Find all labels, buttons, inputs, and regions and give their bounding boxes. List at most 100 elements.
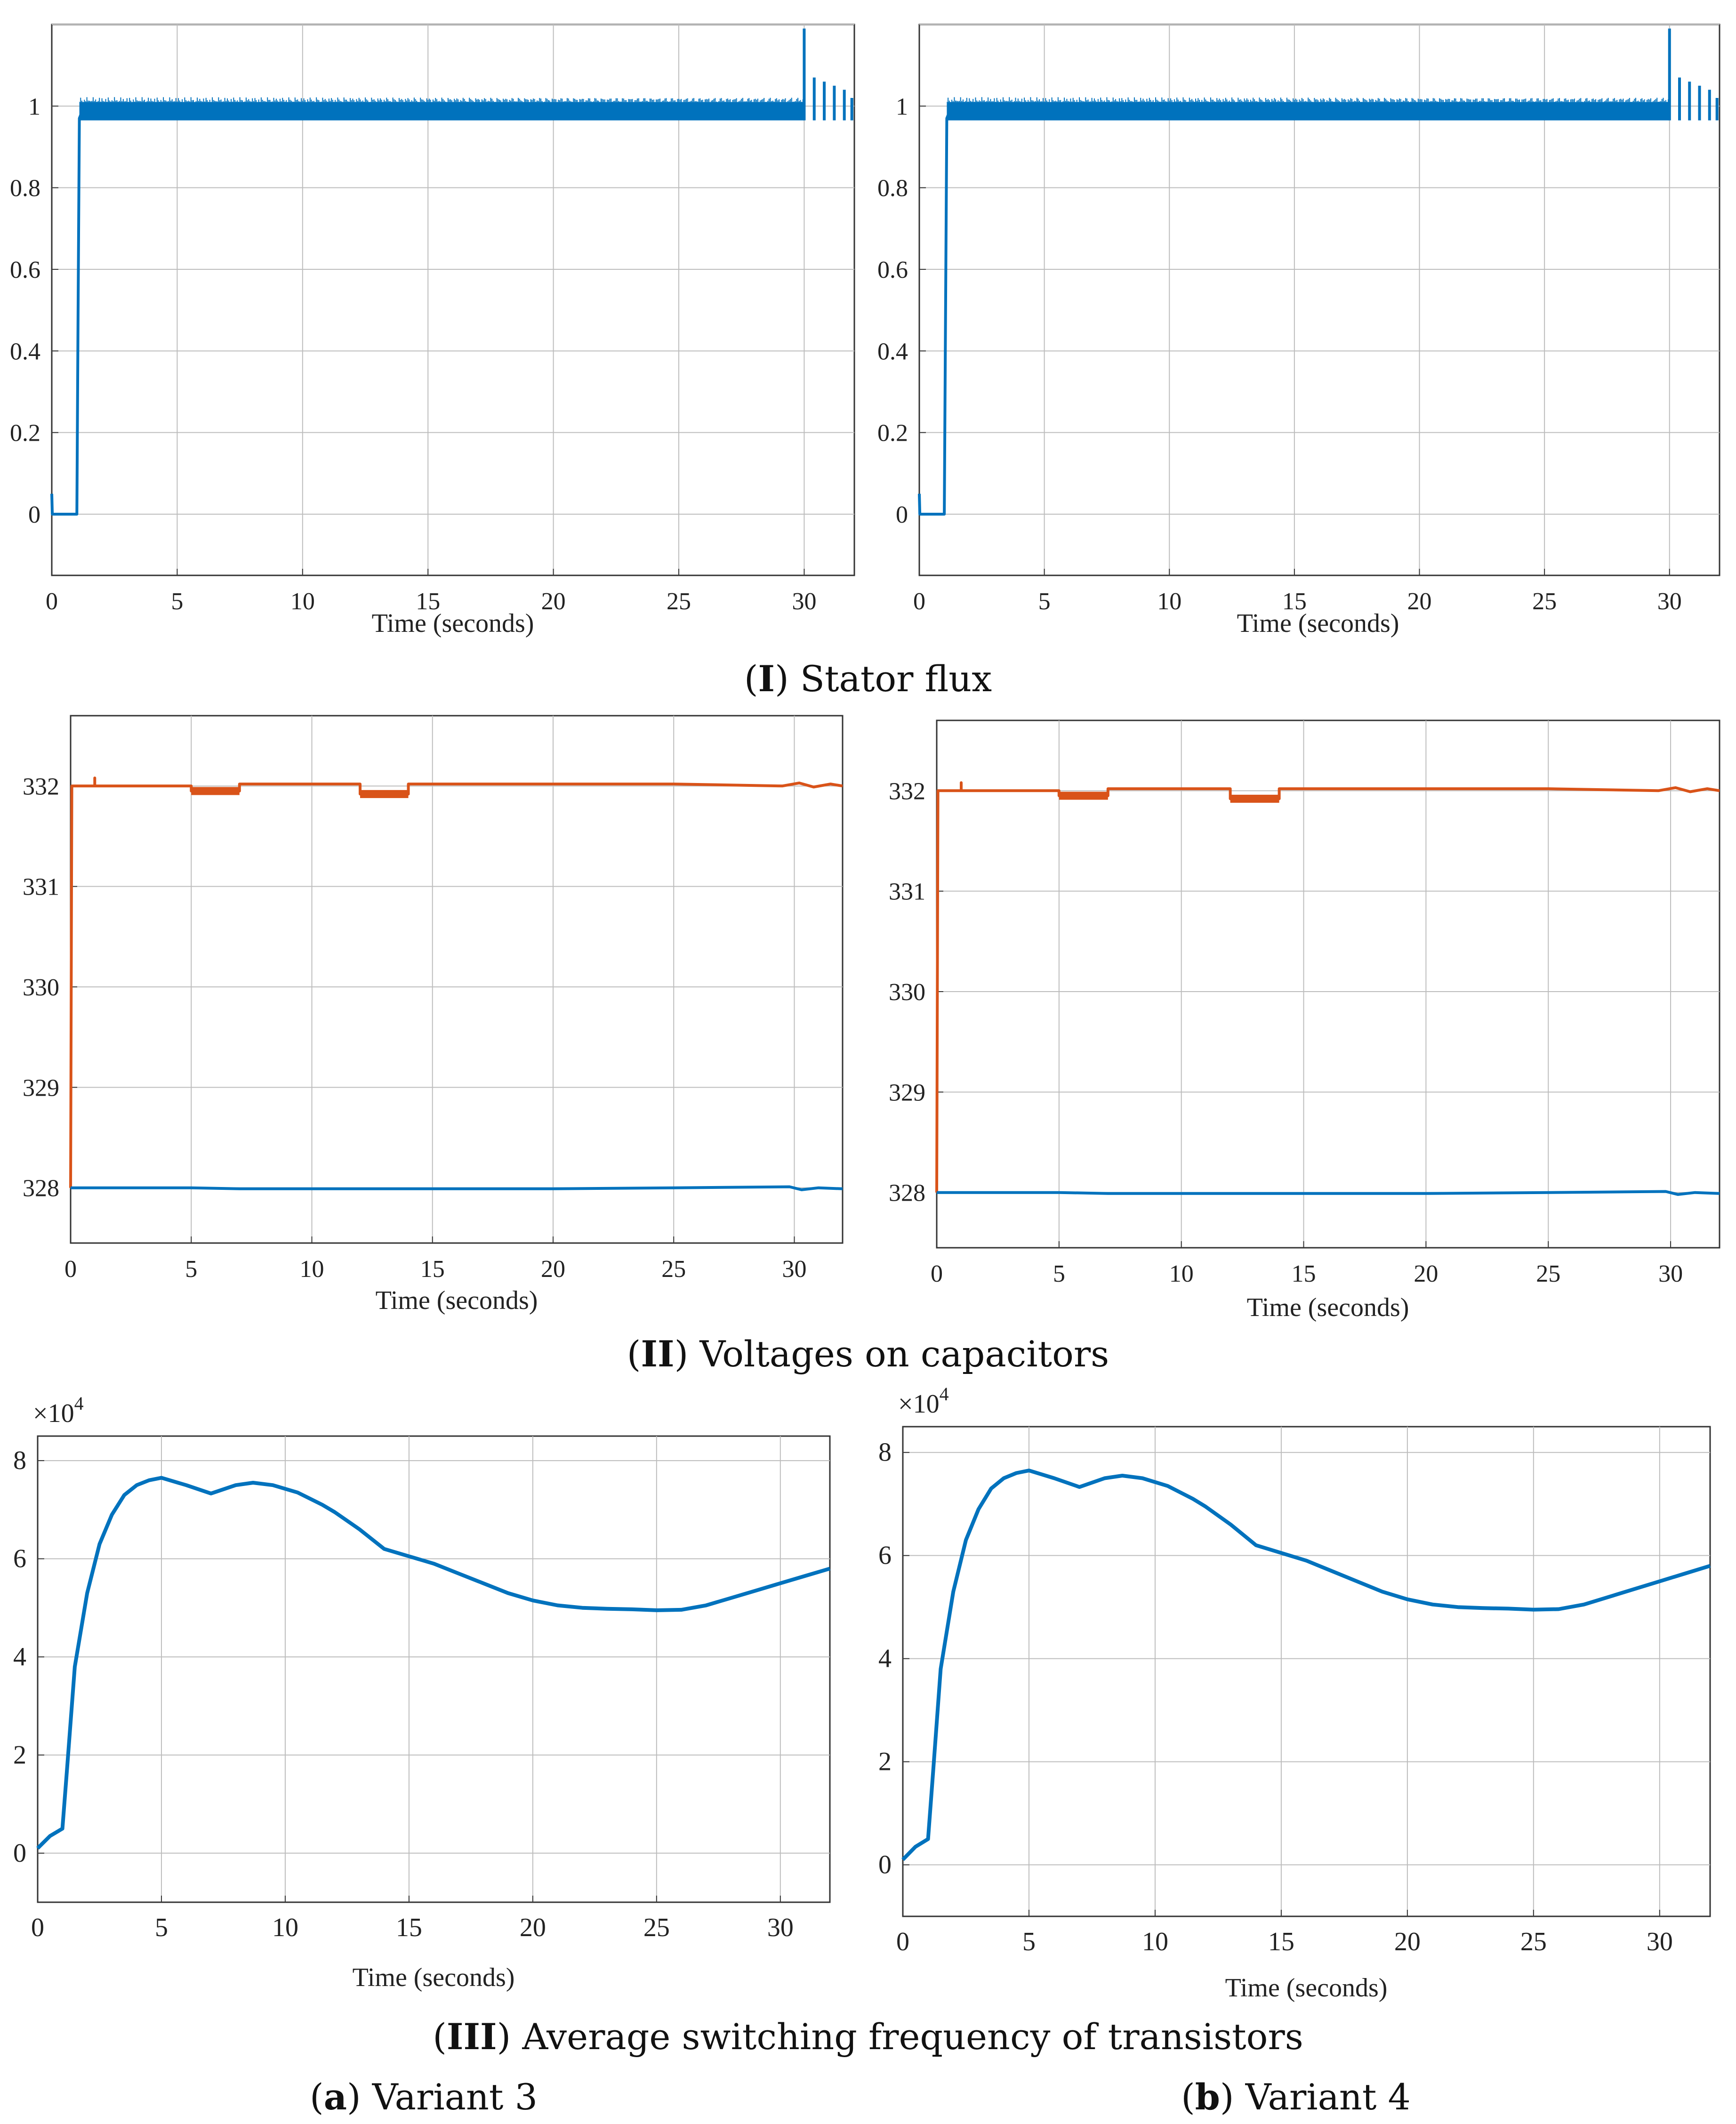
x-tick-label: 5 [1038, 588, 1051, 615]
caption-variant-b: (b) Variant 4 [1181, 2076, 1411, 2118]
y-tick-label: 0.4 [877, 338, 908, 365]
x-tick-label: 0 [64, 1256, 77, 1283]
x-tick-label: 5 [185, 1256, 197, 1283]
x-tick-label: 15 [1268, 1927, 1294, 1956]
x-tick-label: 30 [1658, 1260, 1683, 1287]
caption-switching-frequency: (III) Average switching frequency of tra… [433, 2016, 1303, 2058]
x-tick-label: 5 [171, 588, 183, 615]
x-tick-label: 10 [1169, 1260, 1194, 1287]
x-axis-label: Time (seconds) [372, 609, 534, 638]
series-line [36, 1476, 831, 1850]
y-tick-label: 0.4 [10, 338, 40, 365]
y-tick-label: 8 [13, 1446, 26, 1475]
y-tick-label: 0.6 [10, 257, 40, 283]
x-tick-label: 10 [1142, 1927, 1168, 1956]
y-tick-label: 0.6 [877, 257, 908, 283]
y-tick-label: 6 [878, 1541, 892, 1570]
x-axis-label: Time (seconds) [353, 1963, 515, 1992]
x-axis-label: Time (seconds) [376, 1286, 538, 1315]
chart-freq_b: 0 5 10 15 20 25 30 0 2 4 6 8×104 Time (seconds) [878, 1383, 1711, 2003]
x-axis-label: Time (seconds) [1247, 1293, 1409, 1322]
y-tick-label: 0.2 [877, 420, 908, 447]
y-tick-label: 4 [878, 1644, 892, 1673]
y-tick-label: 328 [23, 1175, 59, 1202]
y-tick-label: 1 [896, 93, 908, 120]
caption-voltages-text: Voltages on capacitors [688, 1333, 1109, 1375]
caption-variant-b-text: Variant 4 [1234, 2076, 1411, 2118]
ripple-fringe [946, 97, 1669, 102]
x-tick-label: 25 [661, 1256, 686, 1283]
x-tick-label: 15 [420, 1256, 445, 1283]
series-line [50, 111, 804, 516]
x-tick-label: 15 [1282, 588, 1307, 615]
x-tick-label: 10 [290, 588, 315, 615]
caption-variant-b-letter: b [1195, 2076, 1220, 2118]
y-tick-label: 0 [13, 1839, 26, 1868]
x-tick-label: 30 [782, 1256, 807, 1283]
series-blue [36, 1476, 831, 1850]
chart-flux_a: 0 5 10 15 20 25 30 0 0.2 0.4 0.6 0.8 1 Time (seconds) [10, 24, 855, 638]
caption-voltages-roman: II [641, 1333, 674, 1375]
y-tick-label: 329 [889, 1079, 925, 1106]
y-tick-label: 2 [878, 1747, 892, 1777]
x-tick-label: 15 [1292, 1260, 1316, 1287]
y-tick-label: 331 [23, 874, 59, 901]
y-tick-label: 0.8 [877, 175, 908, 202]
x-tick-label: 10 [272, 1913, 298, 1942]
series-line [69, 776, 843, 1188]
x-tick-label: 30 [1657, 588, 1682, 615]
ripple-fringe [79, 97, 804, 102]
y-tick-label: 0 [896, 501, 908, 528]
x-tick-label: 20 [1407, 588, 1432, 615]
x-tick-label: 0 [31, 1913, 44, 1942]
series-line [71, 1185, 843, 1191]
series-orange [935, 781, 1720, 1193]
x-tick-label: 30 [1647, 1927, 1673, 1956]
x-tick-label: 20 [541, 1256, 565, 1283]
caption-variant-a: (a) Variant 3 [310, 2076, 538, 2118]
series-blue [937, 1190, 1720, 1196]
x-tick-label: 20 [541, 588, 566, 615]
series-blue [918, 28, 1719, 516]
plot-area [936, 719, 1720, 1249]
x-tick-label: 20 [1394, 1927, 1421, 1956]
y-tick-label: 0.2 [10, 420, 40, 447]
x-tick-label: 20 [1414, 1260, 1438, 1287]
x-tick-label: 10 [1157, 588, 1181, 615]
caption-stator-flux-roman: I [758, 658, 775, 700]
y-exponent-label: ×104 [33, 1393, 84, 1428]
chart-flux_b: 0 5 10 15 20 25 30 0 0.2 0.4 0.6 0.8 1 Time (seconds) [877, 24, 1720, 638]
x-tick-label: 25 [1532, 588, 1557, 615]
series-blue [50, 28, 853, 516]
x-tick-label: 5 [155, 1913, 168, 1942]
series-line [935, 781, 1720, 1193]
y-exponent-label: ×104 [898, 1383, 949, 1419]
caption-variant-a-letter: a [324, 2076, 347, 2118]
y-tick-label: 4 [13, 1642, 26, 1672]
caption-variant-a-text: Variant 3 [361, 2076, 538, 2118]
y-tick-label: 328 [889, 1180, 925, 1207]
plot-area [37, 1435, 831, 1903]
x-axis-label: Time (seconds) [1225, 1973, 1388, 2003]
series-blue [71, 1185, 843, 1191]
caption-voltages: (II) Voltages on capacitors [627, 1333, 1109, 1375]
series-line [937, 1190, 1720, 1196]
y-tick-label: 0 [28, 501, 40, 528]
y-tick-label: 1 [28, 93, 40, 120]
caption-switching-frequency-roman: III [447, 2016, 497, 2058]
y-tick-label: 331 [889, 879, 925, 905]
caption-switching-frequency-text: Average switching frequency of transisto… [511, 2016, 1303, 2058]
x-tick-label: 30 [792, 588, 816, 615]
y-tick-label: 329 [23, 1074, 59, 1101]
x-tick-label: 0 [913, 588, 925, 615]
y-tick-label: 6 [13, 1544, 26, 1574]
x-tick-label: 5 [1053, 1260, 1065, 1287]
x-tick-label: 25 [1536, 1260, 1560, 1287]
x-tick-label: 25 [1520, 1927, 1547, 1956]
x-tick-label: 10 [300, 1256, 324, 1283]
x-axis-label: Time (seconds) [1237, 609, 1399, 638]
chart-volt_a: 0 5 10 15 20 25 30 328 329 330 331 332 Time (seconds… [23, 715, 844, 1315]
series-blue [901, 1469, 1711, 1861]
x-tick-label: 20 [520, 1913, 546, 1942]
